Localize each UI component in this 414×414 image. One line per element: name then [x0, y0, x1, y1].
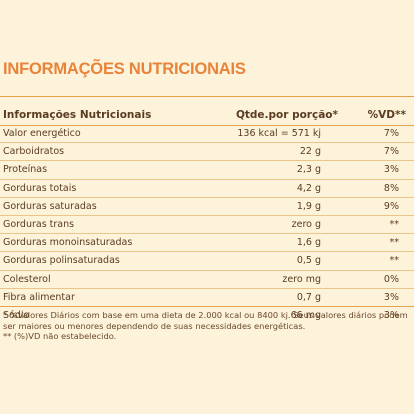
nutrient-quantity: 0,5 g	[296, 255, 321, 267]
table-row: Proteínas 2,3 g 3%	[0, 161, 414, 180]
nutrient-daily-value: 3%	[383, 310, 399, 321]
table-row: Gorduras monoinsaturadas 1,6 g **	[0, 234, 414, 253]
nutrient-name: Gorduras monoinsaturadas	[3, 237, 133, 249]
table-row: Gorduras polinsaturadas 0,5 g **	[0, 252, 414, 271]
nutrient-quantity: 2,3 g	[296, 164, 321, 176]
table-row: Colesterol zero mg 0%	[0, 271, 414, 289]
page-title: INFORMAÇÕES NUTRICIONAIS	[3, 60, 246, 78]
nutrient-daily-value: 7%	[383, 146, 399, 158]
header-vd: %VD**	[367, 109, 406, 121]
row-divider	[0, 178, 414, 180]
row-divider	[0, 251, 414, 253]
row-divider	[0, 214, 414, 216]
nutrient-quantity: zero mg	[282, 273, 321, 285]
table-row: Gorduras trans zero g **	[0, 216, 414, 235]
nutrient-quantity: 136 kcal = 571 kj	[237, 128, 321, 139]
nutrient-name: Valor energético	[3, 128, 81, 139]
table-row: Fibra alimentar 0,7 g 3%	[0, 289, 414, 307]
header-qty: Qtde.por porção*	[235, 109, 338, 121]
nutrient-name: Proteínas	[3, 164, 48, 176]
row-divider	[0, 142, 414, 144]
nutrient-daily-value: 8%	[383, 182, 399, 194]
footnote-daily-values: * %Valores Diários com base em uma dieta…	[3, 310, 408, 331]
row-divider	[0, 233, 414, 235]
nutrient-daily-value: 3%	[383, 164, 399, 176]
nutrient-daily-value: **	[389, 255, 400, 267]
table-bottom-rule	[0, 306, 414, 307]
nutrient-daily-value: **	[389, 237, 400, 249]
table-row: Gorduras saturadas 1,9 g 9%	[0, 198, 414, 216]
row-divider	[0, 160, 414, 162]
nutrient-name: Colesterol	[3, 273, 51, 285]
table-row: Gorduras totais 4,2 g 8%	[0, 180, 414, 198]
nutrient-quantity: 22 g	[299, 146, 321, 158]
nutrient-daily-value: 9%	[383, 200, 399, 212]
footnote-not-established: ** (%)VD não estabelecido.	[3, 331, 117, 342]
footnotes: * %Valores Diários com base em uma dieta…	[3, 310, 411, 342]
row-divider	[0, 287, 414, 289]
nutrient-quantity: 66 mg	[290, 310, 321, 321]
table-row: Valor energético 136 kcal = 571 kj 7%	[0, 125, 414, 144]
nutrient-daily-value: **	[389, 219, 400, 230]
table-top-rule	[0, 96, 414, 97]
row-divider	[0, 196, 414, 198]
table-header: Informações Nutricionais Qtde.por porção…	[0, 95, 414, 123]
nutrient-name: Gorduras saturadas	[3, 200, 97, 212]
nutrient-quantity: 1,9 g	[296, 200, 321, 212]
nutrient-quantity: 1,6 g	[296, 237, 321, 249]
table-row: Sódio 66 mg 3%	[0, 307, 414, 325]
header-bottom-rule	[0, 125, 414, 126]
nutrient-quantity: 4,2 g	[296, 182, 321, 194]
nutrient-name: Gorduras trans	[3, 219, 75, 230]
nutrient-name: Carboidratos	[3, 146, 65, 158]
nutrient-name: Gorduras totais	[3, 182, 77, 194]
header-name: Informações Nutricionais	[3, 109, 152, 121]
nutrient-daily-value: 0%	[383, 273, 399, 285]
table-row: Carboidratos 22 g 7%	[0, 143, 414, 162]
nutrient-daily-value: 3%	[383, 291, 399, 303]
nutrient-name: Fibra alimentar	[3, 291, 75, 303]
row-divider	[0, 269, 414, 271]
nutrient-daily-value: 7%	[383, 128, 399, 139]
nutrient-name: Gorduras polinsaturadas	[3, 255, 120, 267]
nutrient-quantity: zero g	[291, 219, 321, 230]
nutrient-name: Sódio	[3, 310, 30, 321]
nutrient-quantity: 0,7 g	[296, 291, 321, 303]
